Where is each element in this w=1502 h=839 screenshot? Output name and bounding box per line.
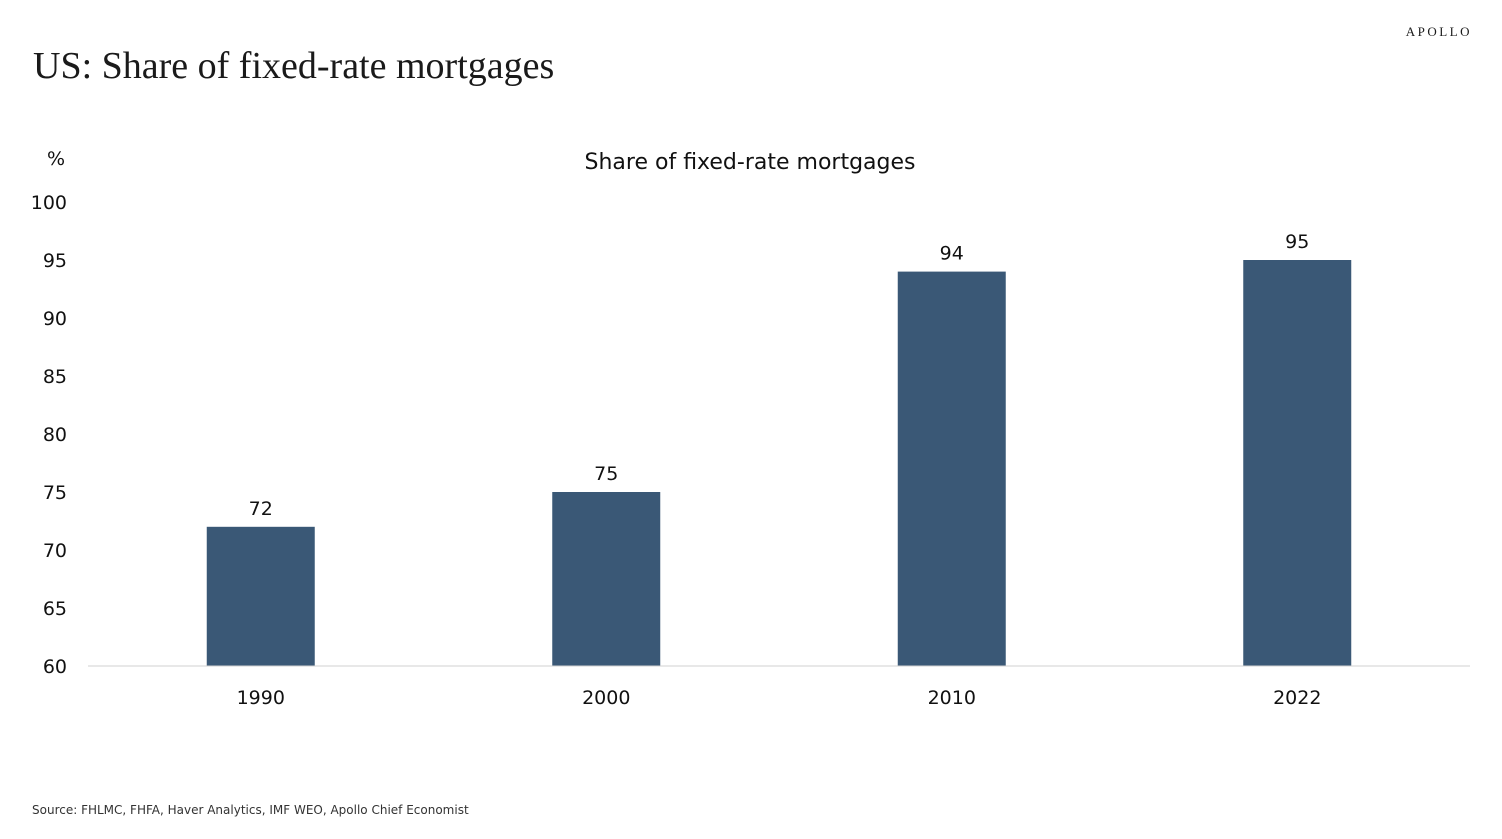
y-axis-unit-label: % [47, 148, 65, 170]
source-note: Source: FHLMC, FHFA, Haver Analytics, IM… [32, 803, 469, 817]
bar-2010 [897, 271, 1006, 666]
bar-2022 [1243, 260, 1352, 666]
data-label-2000: 75 [594, 463, 618, 485]
data-label-2022: 95 [1285, 231, 1309, 253]
data-label-2010: 94 [940, 243, 964, 265]
data-label-1990: 72 [249, 498, 273, 520]
y-tick-label: 85 [43, 366, 67, 388]
chart-title: Share of fixed-rate mortgages [585, 150, 916, 175]
page-title: US: Share of fixed-rate mortgages [33, 45, 555, 87]
y-tick-label: 80 [43, 424, 67, 446]
x-tick-label-1990: 1990 [237, 687, 285, 709]
x-tick-label-2022: 2022 [1273, 687, 1321, 709]
bar-1990 [206, 526, 315, 666]
bar-2000 [552, 492, 661, 666]
y-tick-label: 100 [31, 192, 67, 214]
chart-canvas: % Share of fixed-rate mortgages 60 65 70 75… [31, 148, 1470, 709]
y-tick-label: 75 [43, 482, 67, 504]
y-axis: 60 65 70 75 80 85 90 95 100 [31, 192, 67, 678]
y-tick-label: 90 [43, 308, 67, 330]
y-tick-label: 70 [43, 540, 67, 562]
y-tick-label: 65 [43, 598, 67, 620]
x-tick-label-2010: 2010 [928, 687, 976, 709]
bar-series [206, 260, 1352, 666]
y-tick-label: 95 [43, 250, 67, 272]
apollo-logo: APOLLO [1405, 24, 1472, 39]
y-tick-label: 60 [43, 656, 67, 678]
data-labels: 72 75 94 95 [249, 231, 1310, 520]
bar-chart: % Share of fixed-rate mortgages 60 65 70 75… [0, 130, 1502, 720]
x-tick-label-2000: 2000 [582, 687, 630, 709]
x-axis: 1990 2000 2010 2022 [237, 687, 1322, 709]
